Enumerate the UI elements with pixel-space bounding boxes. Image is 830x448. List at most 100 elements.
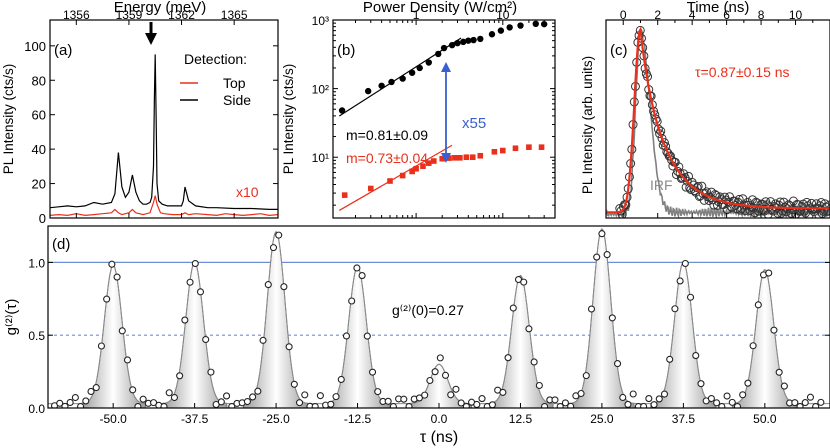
panel-a-x10-annotation: x10 xyxy=(236,184,259,200)
y-tick-label: 100 xyxy=(24,39,46,54)
g2-data-point xyxy=(733,402,742,408)
g2-data-point xyxy=(817,398,825,406)
g2-data-point xyxy=(77,402,85,408)
g2-data-point xyxy=(108,260,116,268)
decay-data-point xyxy=(618,202,628,212)
data-point-side xyxy=(448,41,456,49)
g2-data-point xyxy=(56,399,64,407)
g2-data-point xyxy=(358,272,366,280)
g2-data-point xyxy=(71,393,79,402)
coincidence-peak xyxy=(243,231,310,408)
g2-data-point xyxy=(254,387,262,395)
g2-data-point xyxy=(301,391,309,399)
g2-data-point xyxy=(791,399,799,407)
data-point-side xyxy=(477,35,484,43)
data-point-side xyxy=(506,24,513,31)
data-point-top xyxy=(387,178,393,184)
panel-a-frame xyxy=(49,19,279,219)
coincidence-peak xyxy=(80,264,147,408)
g2-data-point xyxy=(660,390,669,398)
g2-data-point xyxy=(593,253,601,261)
panel-a-ylabel: PL Intensity (cts/s) xyxy=(1,64,16,175)
g2-data-point xyxy=(202,335,210,344)
g2-data-point xyxy=(754,301,762,309)
decay-data-point xyxy=(697,181,707,191)
g2-data-point xyxy=(666,355,674,363)
data-point-side xyxy=(399,75,406,82)
g2-data-point xyxy=(640,402,648,408)
decay-data-point xyxy=(705,193,715,203)
ratio-annotation: x55 xyxy=(462,115,486,132)
g2-data-point xyxy=(342,332,351,340)
y-tick-label: 0 xyxy=(39,211,46,226)
x-tick-label: 25.0 xyxy=(590,412,614,426)
g2-data-point xyxy=(134,402,142,408)
g2-data-point xyxy=(82,397,90,405)
g2-data-point xyxy=(415,394,424,402)
g2-data-point xyxy=(561,399,569,407)
g2-data-point xyxy=(368,368,377,376)
data-point-top xyxy=(491,148,498,155)
g2-data-point xyxy=(765,269,773,277)
panel-b-label: (b) xyxy=(337,42,355,59)
data-point-side xyxy=(425,59,432,66)
x-tick-label: 37.5 xyxy=(672,412,696,426)
g2-data-point xyxy=(118,327,126,335)
g2-data-point xyxy=(285,343,293,351)
y-tick-label: 0.5 xyxy=(28,329,45,343)
g2-data-point xyxy=(718,402,726,408)
panel-b-frame xyxy=(332,19,556,219)
x-tick-label: -50.0 xyxy=(99,412,127,426)
g2-data-point xyxy=(97,342,105,350)
x-tick-label: 4 xyxy=(689,8,696,22)
g2-data-point xyxy=(598,230,606,238)
y-tick-label: 60 xyxy=(32,108,46,123)
panel-a-label: (a) xyxy=(54,42,72,59)
g2-data-point xyxy=(332,393,340,401)
x-tick-label: 6 xyxy=(723,8,730,22)
g2-data-point xyxy=(337,375,345,384)
g2-data-point xyxy=(624,400,632,408)
coincidence-peak xyxy=(568,228,636,408)
g2-data-point xyxy=(650,401,658,408)
panel-b-ylabel: PL Intensity (cts/s) xyxy=(281,64,296,175)
g2-data-point xyxy=(577,389,585,398)
g2-data-point xyxy=(530,358,538,366)
g2-data-point xyxy=(421,391,429,399)
spectrum-line-side xyxy=(50,54,278,210)
decay-data-point xyxy=(734,194,744,204)
g2-data-point xyxy=(441,371,450,379)
data-point-top xyxy=(439,155,446,162)
g2-data-point xyxy=(488,401,496,408)
data-point-top xyxy=(469,154,476,161)
g2-data-point xyxy=(275,231,283,239)
g2-data-point xyxy=(629,390,637,398)
data-point-top xyxy=(425,160,432,166)
y-tick-label: 10³ xyxy=(312,14,329,28)
data-point-side xyxy=(440,44,448,52)
y-tick-label: 1.0 xyxy=(28,256,45,270)
data-point-side xyxy=(488,31,496,38)
data-point-side xyxy=(408,69,416,76)
g2-data-point xyxy=(499,388,507,396)
g2-data-point xyxy=(801,399,809,407)
g2-data-point xyxy=(113,273,121,281)
data-point-top xyxy=(413,165,419,172)
g2-data-point xyxy=(655,395,663,403)
data-point-top xyxy=(538,144,545,150)
y-tick-label: 40 xyxy=(32,142,46,157)
panel-c-frame xyxy=(605,19,830,219)
x-tick-label: 12.5 xyxy=(509,412,533,426)
panel-c-ylabel: PL Intensity (arb. units) xyxy=(580,56,595,194)
decay-data-point xyxy=(673,166,683,176)
g2-data-point xyxy=(160,402,168,408)
g2-data-point xyxy=(723,392,731,400)
g2-data-point xyxy=(676,277,684,285)
g2-data-point xyxy=(327,400,335,408)
x-tick-label: 50.0 xyxy=(753,412,777,426)
g2-data-point xyxy=(608,314,616,322)
g2-data-point xyxy=(259,336,267,344)
g2-data-point xyxy=(129,386,137,394)
data-point-side xyxy=(540,20,548,28)
g2-data-point xyxy=(243,397,251,406)
